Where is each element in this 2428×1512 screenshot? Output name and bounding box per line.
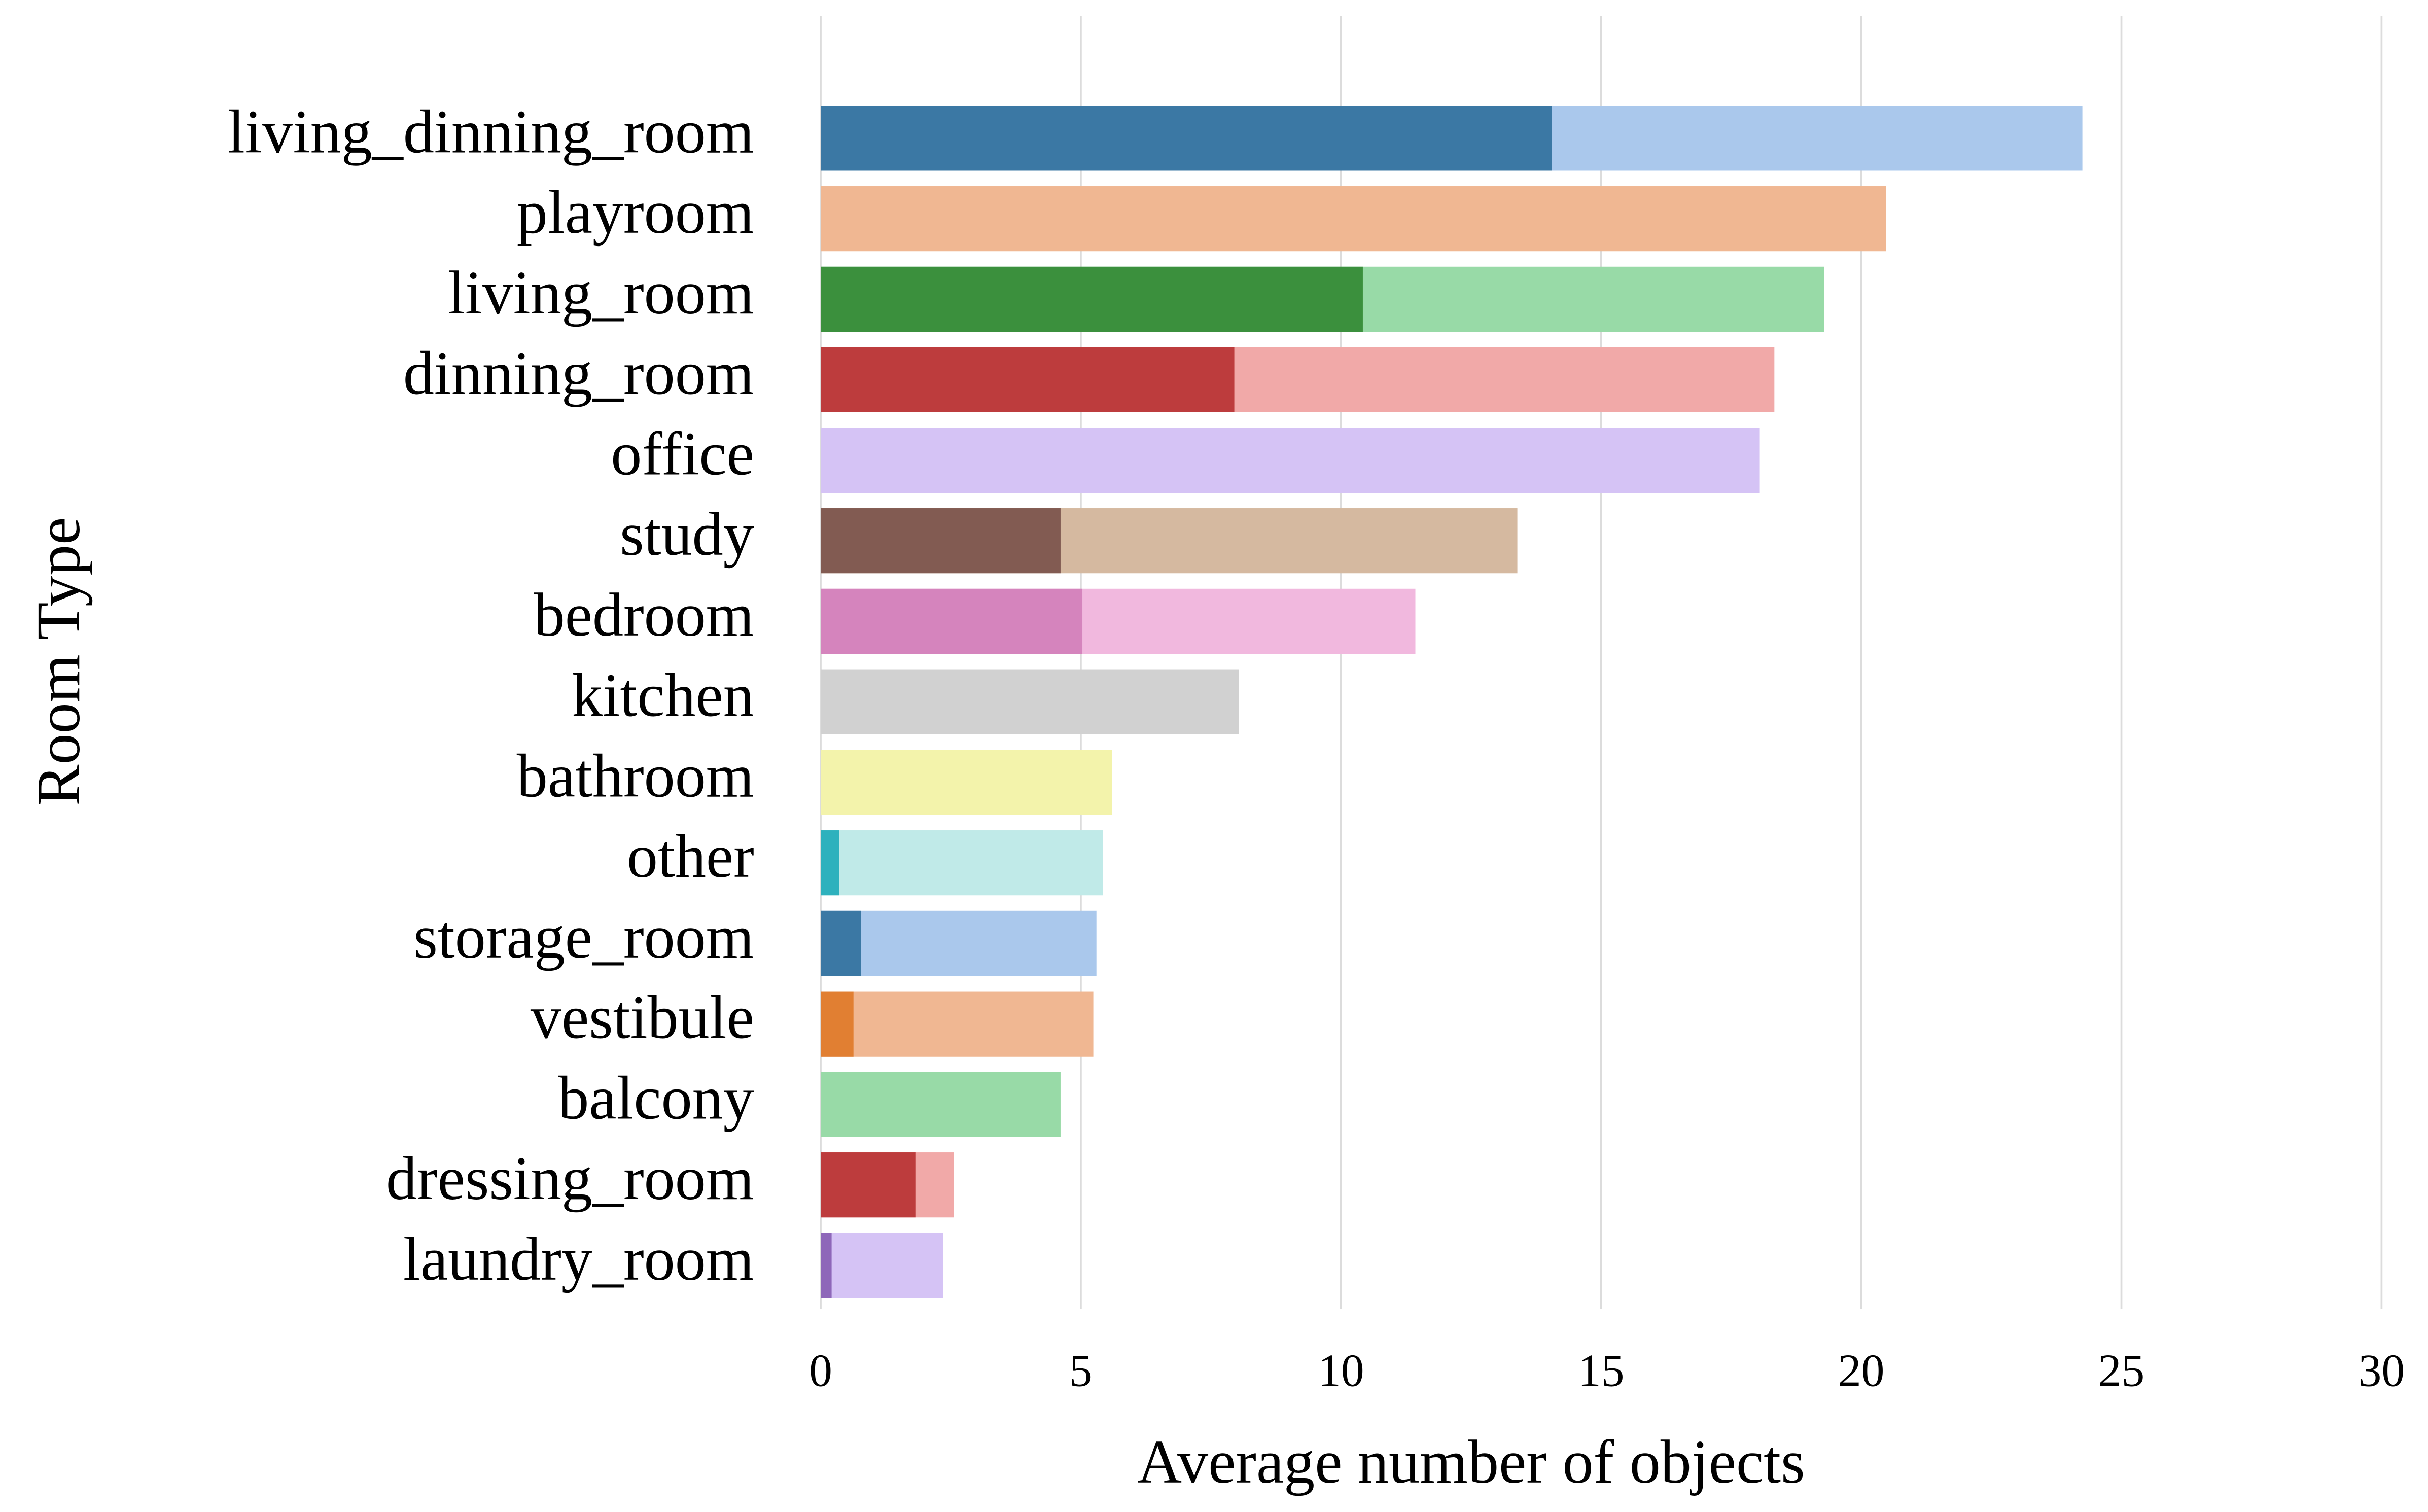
bar	[821, 428, 1760, 493]
bar	[821, 991, 854, 1057]
y-tick-label: laundry_room	[403, 1225, 754, 1293]
y-tick-label: bathroom	[517, 742, 754, 810]
y-tick-label: living_room	[448, 259, 754, 327]
y-tick-label: dressing_room	[386, 1144, 754, 1213]
bar	[821, 266, 1363, 332]
y-tick-label: playroom	[517, 178, 754, 247]
bar	[821, 1072, 1061, 1137]
y-tick-label: vestibule	[531, 983, 754, 1052]
x-tick-label: 25	[2098, 1345, 2145, 1396]
y-tick-label: kitchen	[572, 661, 754, 730]
bar	[821, 669, 1239, 734]
bar	[821, 588, 1083, 654]
y-axis-label: Room Type	[24, 517, 93, 806]
x-axis-label: Average number of objects	[1137, 1428, 1805, 1496]
bar	[821, 106, 1552, 171]
bar	[821, 991, 1094, 1057]
y-tick-label: study	[620, 500, 754, 569]
x-tick-label: 20	[1838, 1345, 1885, 1396]
x-tick-label: 10	[1318, 1345, 1364, 1396]
bar	[821, 1152, 916, 1218]
bar	[821, 508, 1061, 574]
bar	[821, 910, 1097, 976]
y-tick-label: storage_room	[413, 903, 754, 971]
y-tick-label: bedroom	[534, 581, 754, 649]
bar	[821, 347, 1235, 412]
y-tick-label: office	[611, 419, 754, 488]
x-tick-label: 5	[1069, 1345, 1093, 1396]
y-tick-label: balcony	[558, 1064, 754, 1132]
bar	[821, 1233, 943, 1298]
bar	[821, 830, 839, 896]
y-tick-label: other	[627, 822, 754, 891]
y-tick-label: living_dinning_room	[228, 97, 754, 166]
bar	[821, 186, 1886, 252]
x-tick-label: 15	[1578, 1345, 1625, 1396]
x-tick-label: 0	[809, 1345, 832, 1396]
bar	[821, 910, 861, 976]
bar	[821, 830, 1103, 896]
bar	[821, 750, 1112, 815]
x-tick-label: 30	[2359, 1345, 2405, 1396]
bar	[821, 1233, 832, 1298]
y-tick-label: dinning_room	[403, 339, 754, 408]
